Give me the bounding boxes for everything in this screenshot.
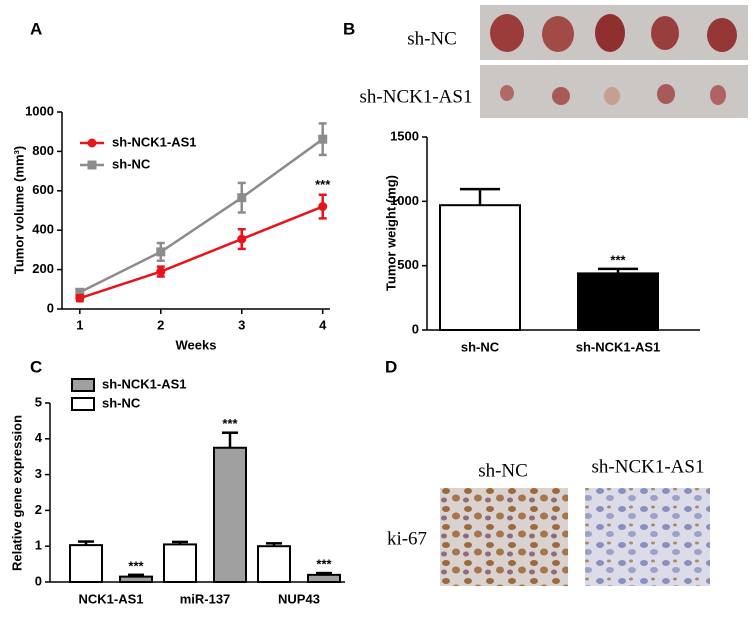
y-tick-label: 600 xyxy=(32,182,54,197)
x-tick-label: sh-NCK1-AS1 xyxy=(576,339,661,354)
legend-label: sh-NCK1-AS1 xyxy=(112,134,197,149)
legend-label: sh-NC xyxy=(112,156,151,171)
ihc-images: sh-NC sh-NCK1-AS1 ki-67 xyxy=(387,456,710,586)
tumor-photos: sh-NC sh-NCK1-AS1 xyxy=(360,5,748,118)
y-tick-label: 1000 xyxy=(25,103,54,118)
legend-marker xyxy=(87,138,97,148)
data-point xyxy=(237,234,247,244)
series-line xyxy=(79,138,324,294)
data-point xyxy=(156,247,166,257)
y-tick-label: 0 xyxy=(47,300,54,315)
y-tick-label: 5 xyxy=(35,394,42,409)
data-point xyxy=(318,202,328,212)
legend-label: sh-NCK1-AS1 xyxy=(102,376,187,391)
y-axis-title: Relative gene expression xyxy=(9,415,24,571)
bar xyxy=(213,446,247,583)
y-tick-label: 200 xyxy=(32,261,54,276)
x-tick-label: 2 xyxy=(157,317,164,332)
x-tick-label: sh-NC xyxy=(461,339,500,354)
panel-label: B xyxy=(343,19,355,38)
photo-row-label: sh-NC xyxy=(407,28,457,49)
panel-label: D xyxy=(385,357,397,376)
y-tick-label: 400 xyxy=(32,222,54,237)
data-point xyxy=(237,193,247,203)
x-tick-label: NCK1-AS1 xyxy=(78,591,143,606)
x-tick-label: 3 xyxy=(238,317,245,332)
y-tick-label: 0 xyxy=(35,573,42,588)
data-point xyxy=(75,293,85,303)
y-tick-label: 0 xyxy=(412,321,419,336)
significance-label: *** xyxy=(610,252,626,267)
data-point xyxy=(75,287,85,297)
photo-row-label: sh-NCK1-AS1 xyxy=(360,86,473,107)
legend-label: sh-NC xyxy=(102,395,141,410)
x-tick-label: 4 xyxy=(319,317,327,332)
x-tick-label: 1 xyxy=(76,317,83,332)
ihc-column-label: sh-NC xyxy=(478,460,528,481)
bar xyxy=(119,575,153,584)
x-tick-label: miR-137 xyxy=(180,591,231,606)
bar xyxy=(577,272,659,331)
ihc-row-label: ki-67 xyxy=(387,528,427,549)
bar xyxy=(307,573,341,584)
significance-label: *** xyxy=(222,416,238,431)
x-tick-label: NUP43 xyxy=(278,591,320,606)
y-axis-title: Tumor volume (mm³) xyxy=(11,146,26,274)
y-tick-label: 2 xyxy=(35,502,42,517)
legend-marker xyxy=(87,160,97,170)
y-tick-label: 3 xyxy=(35,466,42,481)
y-tick-label: 1 xyxy=(35,538,42,553)
bar xyxy=(439,204,521,331)
panel-label: C xyxy=(30,357,42,376)
y-tick-label: 4 xyxy=(35,430,43,445)
legend-swatch xyxy=(71,378,95,392)
x-axis-title: Weeks xyxy=(176,337,217,352)
legend-swatch xyxy=(71,397,95,411)
panel-label: A xyxy=(30,19,42,38)
y-tick-label: 500 xyxy=(397,257,419,272)
significance-label: *** xyxy=(128,558,144,573)
y-axis-title: Tumor weight (mg) xyxy=(383,175,398,291)
data-point xyxy=(318,134,328,144)
bar xyxy=(163,543,197,583)
ihc-column-label: sh-NCK1-AS1 xyxy=(592,456,705,477)
significance-label: *** xyxy=(315,177,331,192)
bar xyxy=(257,545,291,584)
bar xyxy=(69,544,103,583)
y-tick-label: 800 xyxy=(32,143,54,158)
significance-label: *** xyxy=(316,556,332,571)
series-line xyxy=(79,205,324,300)
y-tick-label: 1500 xyxy=(390,128,419,143)
y-tick-label: 1000 xyxy=(390,193,419,208)
data-point xyxy=(156,267,166,277)
